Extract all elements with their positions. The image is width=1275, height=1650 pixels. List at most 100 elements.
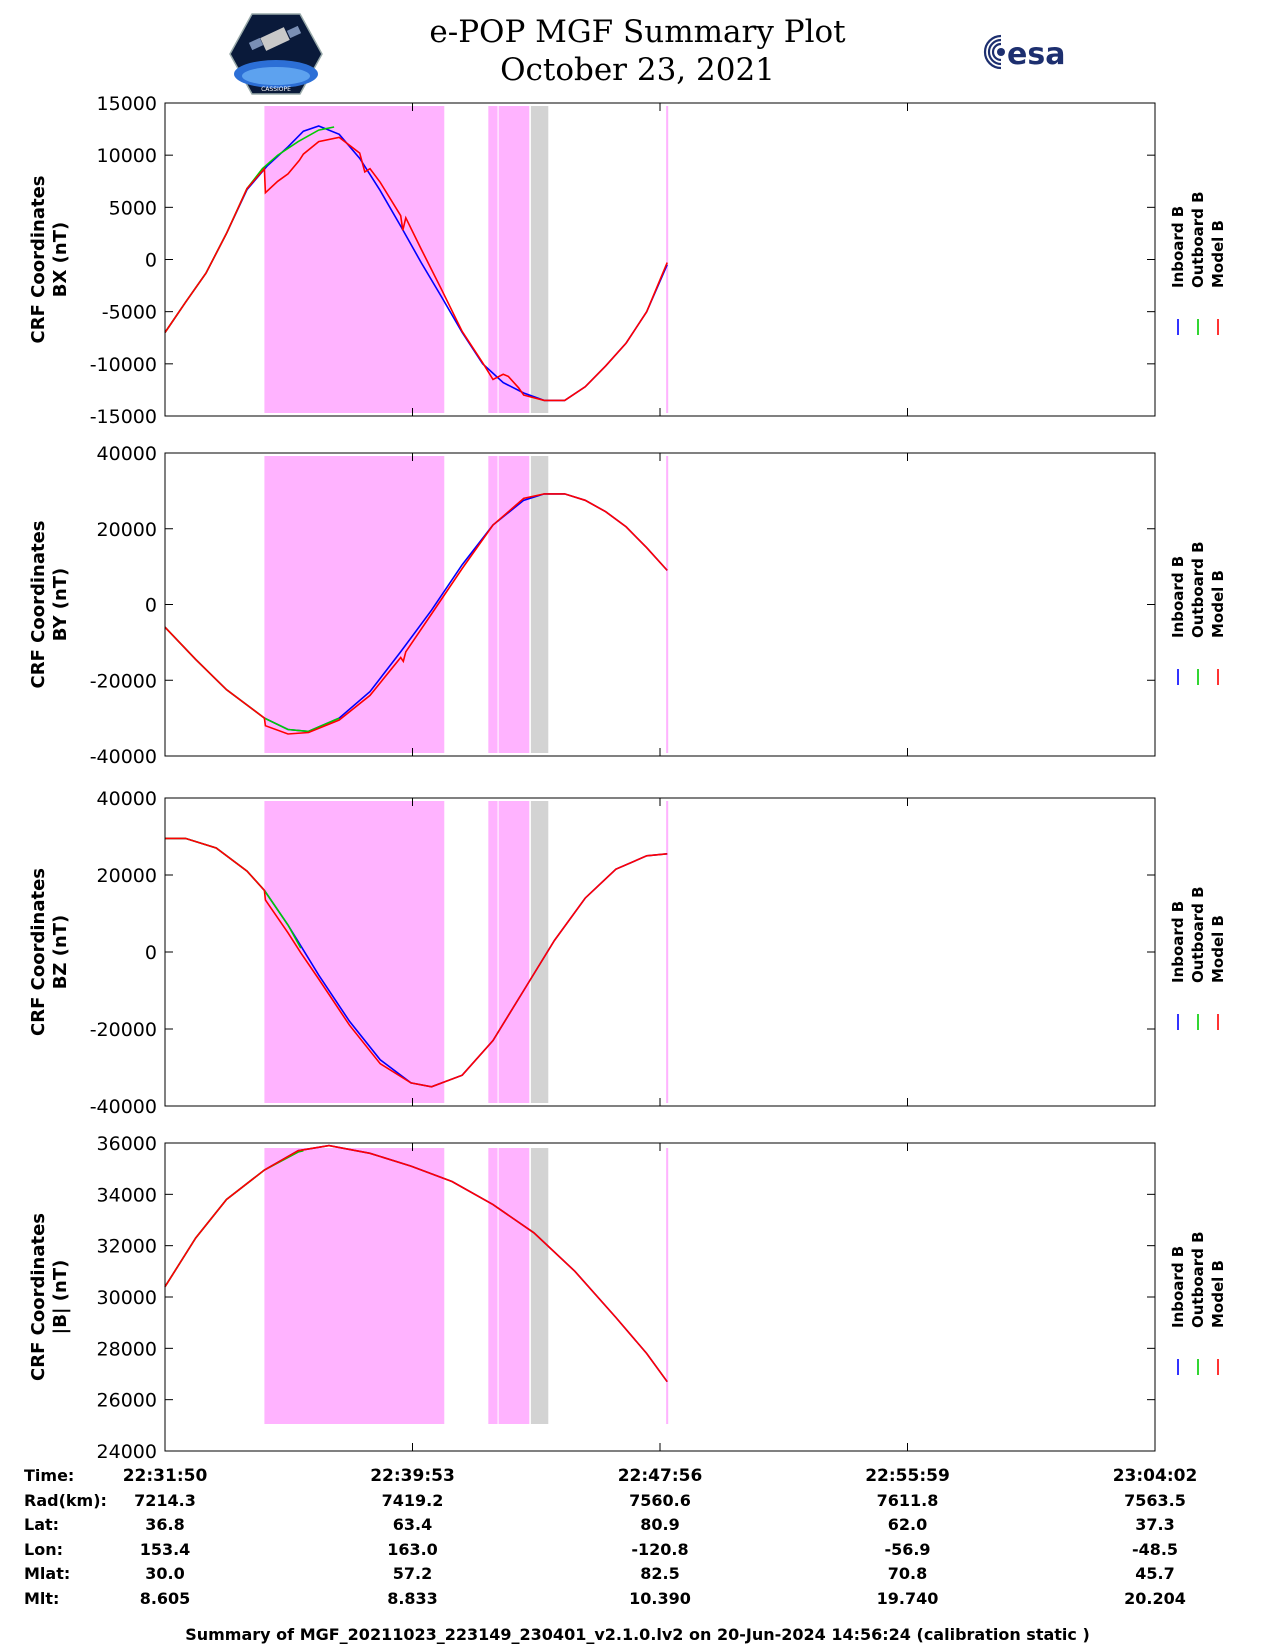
ephemeris-value: 62.0 [887,1515,928,1534]
esa-logo: esa [983,34,1065,72]
y-tick-label: -5000 [102,302,157,324]
ephemeris-value: 10.390 [629,1588,691,1608]
ephemeris-value: 7611.8 [876,1490,939,1510]
legend-label: Model B [1209,915,1227,983]
ephemeris-value: 70.8 [887,1564,928,1583]
x-tick-label: 23:04:02 [1113,1466,1198,1486]
y-tick-label: 20000 [97,865,157,887]
y-tick-label: 28000 [97,1338,157,1360]
ephemeris-value: 36.8 [145,1515,185,1534]
legend-label: Outboard B [1189,1231,1207,1328]
esa-logo-text: esa [1007,37,1065,72]
magenta-band [666,456,669,753]
magenta-band [498,801,530,1103]
chart-date: October 23, 2021 [500,52,775,88]
ephemeris-value: 19.740 [876,1588,939,1608]
y-axis-label-line2: |B| (nT) [50,1260,71,1335]
gray-band [530,106,549,413]
y-axis-label-line1: CRF Coordinates [28,868,49,1036]
ephemeris-value: -56.9 [884,1539,931,1559]
legend-label: Model B [1209,220,1227,288]
magenta-band [498,456,530,753]
legend-label: Inboard B [1169,1246,1187,1328]
y-axis-label: CRF Coordinates|B| (nT) [28,1213,71,1381]
y-tick-label: 30000 [97,1287,157,1309]
ephemeris-row-label: Rad(km): [24,1490,107,1510]
magenta-band [264,801,445,1103]
ephemeris-value: 37.3 [1135,1515,1175,1534]
y-tick-label: 15000 [97,93,157,115]
ephemeris-value: 63.4 [392,1515,433,1534]
y-axis-label-line1: CRF Coordinates [28,176,49,344]
y-axis-label-line1: CRF Coordinates [28,1213,49,1381]
panel-2: -40000 -20000 0 20000 40000 CRF CoordinatesBY… [28,443,1227,768]
ephemeris-row-label: Mlat: [24,1564,71,1583]
magenta-band [498,1148,530,1424]
y-axis-label: CRF CoordinatesBY (nT) [28,521,71,689]
legend-label: Inboard B [1169,556,1187,638]
magenta-band [488,456,498,753]
ephemeris-row-label: Mlt: [24,1588,60,1608]
ephemeris-value: 153.4 [139,1539,191,1559]
y-tick-label: 26000 [97,1390,157,1412]
legend-label: Model B [1209,1260,1227,1328]
ephemeris-value: -48.5 [1131,1539,1179,1559]
y-axis-label-line2: BX (nT) [50,222,71,297]
x-tick-label: 22:39:53 [370,1466,455,1486]
magenta-band [666,106,669,413]
ephemeris-row-label: Time: [24,1466,75,1485]
legend-label: Outboard B [1189,886,1207,983]
x-tick-label: 22:47:56 [618,1466,703,1486]
ephemeris-value: 7419.2 [381,1490,444,1510]
footer-caption: Summary of MGF_20211023_223149_230401_v2… [185,1625,1090,1644]
ephemeris-value: 7563.5 [1124,1490,1186,1510]
magenta-band [498,106,530,413]
y-tick-label: 10000 [97,145,157,167]
ephemeris-value: 82.5 [640,1564,680,1583]
magenta-band [264,106,445,413]
ephemeris-value: 80.9 [640,1515,680,1534]
legend-label: Inboard B [1169,206,1187,288]
y-axis-label: CRF CoordinatesBX (nT) [28,176,71,344]
y-axis-label-line2: BY (nT) [50,568,71,642]
magenta-band [488,1148,498,1424]
ephemeris-row-label: Lat: [24,1515,60,1534]
series-inboard-b [165,837,668,1088]
panel-4: 24000 26000 28000 30000 32000 34000 36000 CRF C… [28,1133,1227,1463]
y-axis-label-line1: CRF Coordinates [28,521,49,689]
y-tick-label: 40000 [97,443,157,465]
cassiope-logo: CASSIOPE [229,13,323,95]
magenta-band [264,456,445,753]
cassiope-logo-text: CASSIOPE [261,86,291,93]
x-tick-label: 22:31:50 [123,1466,208,1486]
y-tick-label: 36000 [97,1133,157,1155]
gray-band [530,456,549,753]
y-tick-label: 34000 [97,1184,157,1206]
x-tick-label: 22:55:59 [865,1466,950,1486]
magenta-band [666,1148,669,1424]
y-tick-label: -20000 [90,670,157,692]
y-tick-label: 24000 [97,1441,157,1463]
y-axis-label-line2: BZ (nT) [50,915,71,990]
panel-1: -15000 -10000 -5000 0 5000 10000 15000 CRF Coor… [28,93,1227,428]
gray-band [530,1148,549,1424]
y-tick-label: -20000 [90,1019,157,1041]
y-tick-label: 0 [145,942,157,964]
y-tick-label: 40000 [97,788,157,810]
ephemeris-value: -120.8 [631,1539,689,1559]
ephemeris-value: 8.605 [139,1588,191,1608]
chart-title: e-POP MGF Summary Plot [429,14,846,50]
ephemeris-value: 30.0 [145,1564,185,1583]
magenta-band [488,801,498,1103]
y-tick-label: 32000 [97,1236,157,1258]
ephemeris-value: 8.833 [387,1588,438,1608]
y-tick-label: -10000 [90,354,157,376]
y-tick-label: 0 [145,595,157,617]
gray-band [530,801,549,1103]
ephemeris-value: 45.7 [1135,1564,1175,1583]
y-tick-label: 20000 [97,519,157,541]
legend-label: Outboard B [1189,541,1207,638]
y-tick-label: -40000 [90,746,157,768]
series-inboard-b [164,136,668,402]
